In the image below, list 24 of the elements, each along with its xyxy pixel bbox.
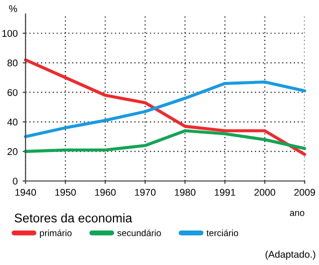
y-tick-label: 20 xyxy=(8,148,18,156)
line-series xyxy=(24,129,306,153)
text: (Adaptado.) xyxy=(266,250,316,260)
x-tick-label: 2009 xyxy=(294,188,315,196)
x-tick-label: 2000 xyxy=(254,188,276,196)
y-tick-label: 0 xyxy=(12,178,18,185)
x-tick-label: 1950 xyxy=(55,188,76,196)
x-tick-label: 1960 xyxy=(95,188,116,196)
x-tick-label: 1940 xyxy=(15,188,36,196)
legend-title: Setores da economia xyxy=(14,213,132,222)
legend-label: terciário xyxy=(206,229,238,236)
x-tick-label: 1970 xyxy=(135,188,156,196)
y-tick-label: 80 xyxy=(7,60,18,66)
line-series xyxy=(24,58,306,156)
x-tick-label: 1991 xyxy=(214,188,236,196)
y-tick-label: 100 xyxy=(2,30,18,37)
line-series xyxy=(24,80,306,138)
y-axis-title: % xyxy=(9,5,18,12)
y-tick-label: 60 xyxy=(8,89,18,96)
x-tick-label: 1980 xyxy=(174,188,196,196)
legend-label: primário xyxy=(40,229,72,238)
legend-label: secundário xyxy=(117,229,161,236)
y-tick-label: 40 xyxy=(7,118,18,126)
x-axis-title: ano xyxy=(290,211,304,216)
